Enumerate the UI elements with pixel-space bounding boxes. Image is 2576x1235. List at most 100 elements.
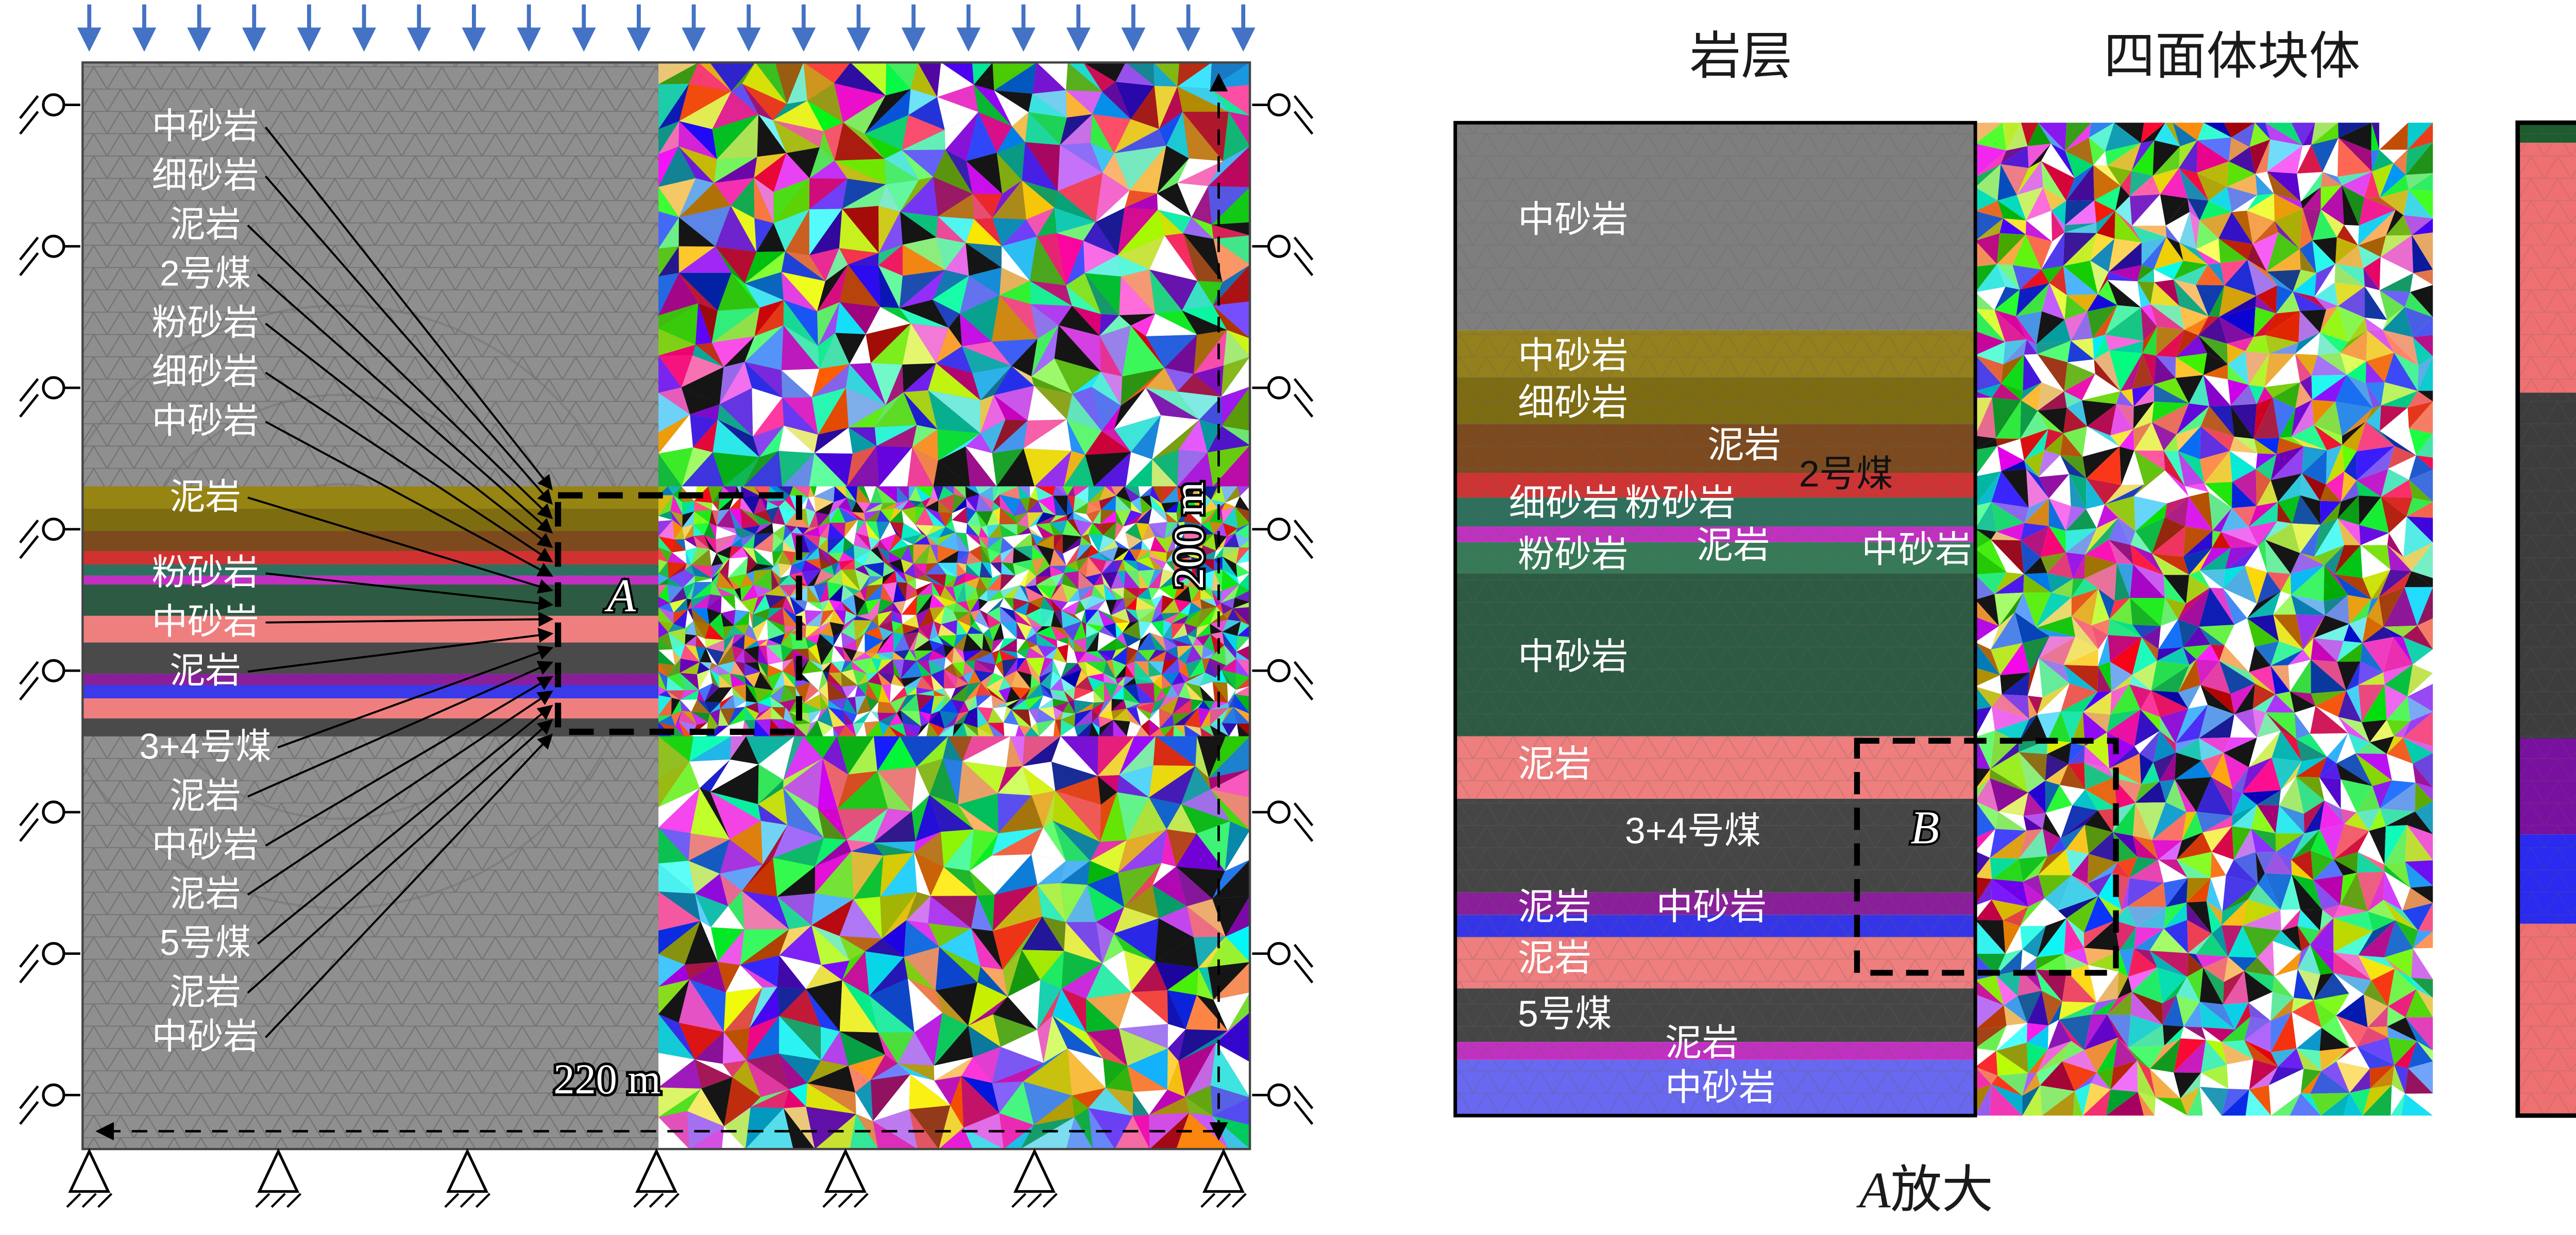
roller-support-icon <box>1252 234 1314 277</box>
layer-label: 中砂岩 <box>1518 199 1628 241</box>
layer-label: 泥岩 <box>1665 1022 1739 1064</box>
leader-arrow <box>265 371 553 562</box>
layer-label: 泥岩 <box>1518 938 1591 979</box>
rock-layer-label: 中砂岩 <box>152 601 259 641</box>
leader-arrow <box>265 733 553 1038</box>
rock-layer-label: 泥岩 <box>170 650 241 691</box>
rock-layer-label: 5号煤 <box>160 922 251 963</box>
layer-label: 泥岩 <box>1518 744 1591 785</box>
zoom-region-a-label: A <box>604 570 636 622</box>
rock-layer-label: 3+4号煤 <box>139 726 271 766</box>
pin-support-icon <box>66 1148 113 1208</box>
rock-layer-label: 泥岩 <box>170 204 241 244</box>
load-arrows <box>77 4 1256 52</box>
strata-stripe <box>82 564 659 576</box>
panel-a-tet-header: 四面体块体 <box>2104 28 2360 85</box>
rock-layer-label: 中砂岩 <box>152 400 259 440</box>
layer-label: 3+4号煤 <box>1625 811 1761 852</box>
rock-layer-label: 泥岩 <box>170 476 241 517</box>
leader-arrow <box>265 611 554 627</box>
layer-label: 泥岩 <box>1697 525 1770 566</box>
headers-and-captions: 岩层 四面体块体 岩层 四面体块体 A放大 B放大 <box>1690 28 2361 1219</box>
roller-support-icon <box>1252 800 1314 842</box>
rock-layer-label: 中砂岩 <box>152 106 259 146</box>
roller-support-icon <box>19 942 80 984</box>
layer-label: 泥岩 <box>1518 886 1591 928</box>
strata-stripe <box>82 585 659 616</box>
leader-arrow <box>277 645 554 749</box>
strata-stripe <box>82 698 659 718</box>
strata-stripe <box>82 685 659 699</box>
roller-support-icon <box>19 93 80 135</box>
layer-column-border <box>2515 120 2576 1118</box>
leader-arrow <box>247 661 554 798</box>
roller-support-icon <box>19 518 80 559</box>
roller-support-icon <box>19 376 80 418</box>
layer-label: 中砂岩 <box>1518 637 1628 678</box>
roller-support-icon <box>1252 376 1314 418</box>
rock-layer-label: 2号煤 <box>160 253 251 294</box>
layer-label: 2号煤 <box>1799 453 1893 494</box>
layer-label: 中砂岩 <box>1861 529 1972 571</box>
panel-a-caption: A放大 <box>1856 1161 1993 1219</box>
pin-support-icon <box>633 1148 680 1208</box>
layer-label: 中砂岩 <box>1518 335 1628 376</box>
rock-layer-label: 泥岩 <box>170 873 241 914</box>
roller-support-icon <box>1252 1083 1314 1125</box>
full-model-panel: 中砂岩细砂岩泥岩2号煤粉砂岩细砂岩中砂岩泥岩粉砂岩中砂岩泥岩3+4号煤泥岩中砂岩… <box>19 4 1314 1208</box>
rock-layer-label: 粉砂岩 <box>152 552 259 592</box>
leader-arrow <box>247 225 553 520</box>
tetrahedral-mosaic <box>658 62 1250 487</box>
layer-label: 细砂岩 <box>1509 483 1619 524</box>
strata-stripe <box>82 642 659 674</box>
leader-arrow <box>257 705 553 945</box>
model-border <box>81 61 1251 1151</box>
pin-support-icon <box>1011 1148 1058 1208</box>
panel-a-rock-header: 岩层 <box>1690 28 1792 85</box>
layer-label: 中砂岩 <box>1656 886 1767 928</box>
leader-arrow <box>247 719 553 994</box>
roller-support-icon <box>19 800 80 842</box>
rock-layer-label: 中砂岩 <box>152 1016 259 1056</box>
layer-label: 细砂岩 <box>1518 382 1628 423</box>
zoom-region-a-box <box>555 492 803 735</box>
height-dimension-label: 200 m <box>1165 482 1212 589</box>
fe-mesh-texture <box>1455 123 1976 1116</box>
layer-label: 泥岩 <box>1707 424 1781 466</box>
roller-support-icon <box>19 1083 80 1125</box>
roller-support-icon <box>1252 659 1314 701</box>
pin-support-icon <box>255 1148 302 1208</box>
rock-layer-callouts: 中砂岩细砂岩泥岩2号煤粉砂岩细砂岩中砂岩泥岩粉砂岩中砂岩泥岩3+4号煤泥岩中砂岩… <box>139 106 554 1056</box>
leader-arrow <box>247 627 554 673</box>
pin-support-icon <box>822 1148 869 1208</box>
rock-layer-label: 细砂岩 <box>152 155 259 195</box>
tetrahedral-mosaic <box>658 736 1250 1150</box>
roller-support-icon <box>19 659 80 701</box>
rock-layer-label: 泥岩 <box>170 775 241 815</box>
rock-layer-label: 中砂岩 <box>152 825 259 865</box>
tetrahedral-mosaic <box>658 486 1250 736</box>
leader-arrow <box>257 273 553 534</box>
strata-stripe <box>82 551 659 565</box>
layer-label: 粉砂岩 <box>1625 483 1735 524</box>
width-dimension-label: 220 m <box>553 1056 660 1103</box>
zoom-region-b-label: B <box>1910 802 1939 854</box>
tetrahedral-mosaic <box>1975 123 2433 1116</box>
roller-support-icon <box>1252 93 1314 135</box>
pin-support-icon <box>444 1148 491 1208</box>
leader-arrow <box>265 175 553 505</box>
rock-layer-label: 粉砂岩 <box>152 302 259 342</box>
rock-layer-label: 细砂岩 <box>152 351 259 391</box>
layer-label: 5号煤 <box>1518 993 1612 1035</box>
leader-arrow <box>265 126 553 491</box>
leader-arrow <box>247 496 554 594</box>
layer-label: 粉砂岩 <box>1518 534 1628 575</box>
leader-arrow <box>265 421 553 577</box>
strata-stripe <box>82 508 659 531</box>
strata-stripe <box>82 674 659 685</box>
strata-stripe <box>82 718 659 736</box>
